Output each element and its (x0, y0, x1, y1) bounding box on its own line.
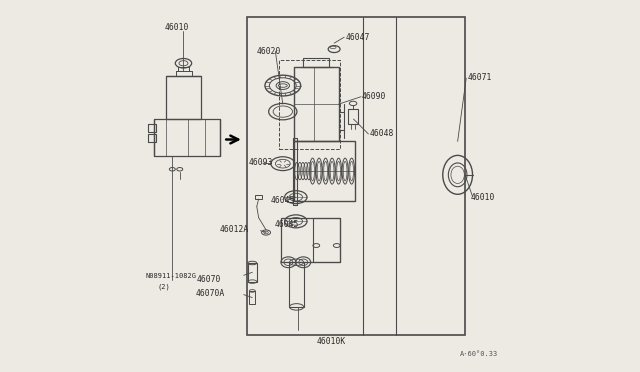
Text: (2): (2) (157, 284, 170, 291)
Text: N08911-1082G: N08911-1082G (145, 273, 196, 279)
Text: 46090: 46090 (362, 92, 387, 101)
Ellipse shape (349, 158, 355, 184)
Bar (293, 138, 297, 205)
Ellipse shape (316, 158, 322, 184)
Text: 46020: 46020 (257, 47, 281, 56)
Text: 46071: 46071 (467, 73, 492, 82)
Bar (281, 218, 340, 262)
Bar (248, 17, 465, 335)
Bar (148, 124, 156, 132)
Bar (154, 119, 220, 156)
Bar (294, 141, 355, 201)
Ellipse shape (329, 158, 335, 184)
Bar (255, 195, 262, 199)
Bar (294, 67, 339, 141)
Text: 46010: 46010 (471, 193, 495, 202)
Text: 46070A: 46070A (195, 289, 225, 298)
Ellipse shape (342, 158, 348, 184)
Text: 46048: 46048 (369, 129, 394, 138)
Text: 46070: 46070 (196, 275, 221, 283)
Bar (303, 58, 330, 67)
Bar (248, 263, 257, 282)
Bar (279, 60, 340, 149)
Text: 46047: 46047 (346, 33, 370, 42)
Ellipse shape (335, 158, 342, 184)
Bar (166, 76, 201, 119)
Text: 46045: 46045 (275, 220, 299, 229)
Text: 46045: 46045 (271, 196, 295, 205)
Bar (348, 109, 358, 124)
Bar (148, 134, 156, 142)
Text: 46012A: 46012A (220, 225, 249, 234)
Ellipse shape (310, 158, 316, 184)
Text: 46010K: 46010K (316, 337, 346, 346)
Bar (250, 291, 255, 304)
Text: 46093: 46093 (248, 158, 273, 167)
Ellipse shape (323, 158, 328, 184)
Text: A·60°0.33: A·60°0.33 (460, 351, 498, 357)
Bar (289, 262, 303, 307)
Text: 46010: 46010 (164, 23, 189, 32)
